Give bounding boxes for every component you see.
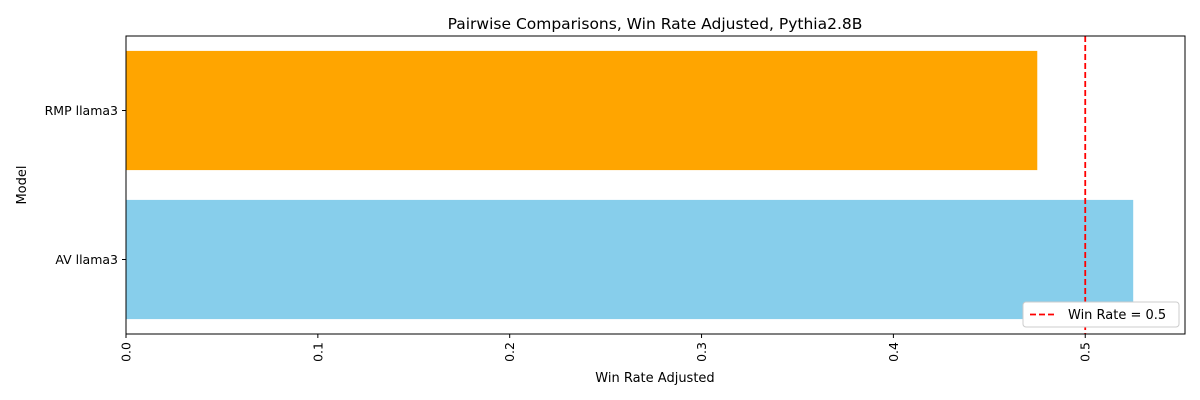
x-axis-ticks: 0.0 0.1 0.2 0.3 0.4 0.5	[119, 334, 1093, 362]
x-tick-label: 0.2	[502, 342, 517, 362]
y-tick-label: AV llama3	[55, 252, 118, 267]
y-axis-label: Model	[15, 165, 30, 204]
x-tick-label: 0.4	[886, 342, 901, 362]
chart-title: Pairwise Comparisons, Win Rate Adjusted,…	[448, 15, 863, 33]
legend: Win Rate = 0.5	[1022, 301, 1180, 328]
y-axis-ticks: AV llama3 RMP llama3	[45, 103, 126, 267]
plot-frame	[125, 35, 1186, 335]
legend-entry-label: Win Rate = 0.5	[1068, 308, 1166, 323]
x-tick-label: 0.0	[119, 342, 134, 362]
y-tick-label: RMP llama3	[45, 103, 118, 118]
bar-av-llama3	[126, 199, 1134, 320]
x-tick-label: 0.1	[310, 342, 325, 362]
x-tick-label: 0.5	[1078, 342, 1093, 362]
bars-group	[126, 50, 1134, 320]
x-tick-label: 0.3	[694, 342, 709, 362]
legend-box	[1022, 301, 1180, 328]
bar-rmp-llama3	[126, 50, 1038, 171]
x-axis-label: Win Rate Adjusted	[595, 371, 714, 386]
